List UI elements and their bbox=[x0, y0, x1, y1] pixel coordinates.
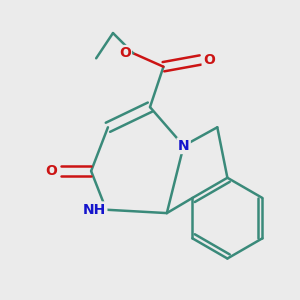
Text: O: O bbox=[203, 53, 215, 67]
Text: O: O bbox=[119, 46, 131, 60]
Text: O: O bbox=[45, 164, 57, 178]
Text: N: N bbox=[178, 139, 190, 153]
Text: NH: NH bbox=[83, 203, 106, 217]
